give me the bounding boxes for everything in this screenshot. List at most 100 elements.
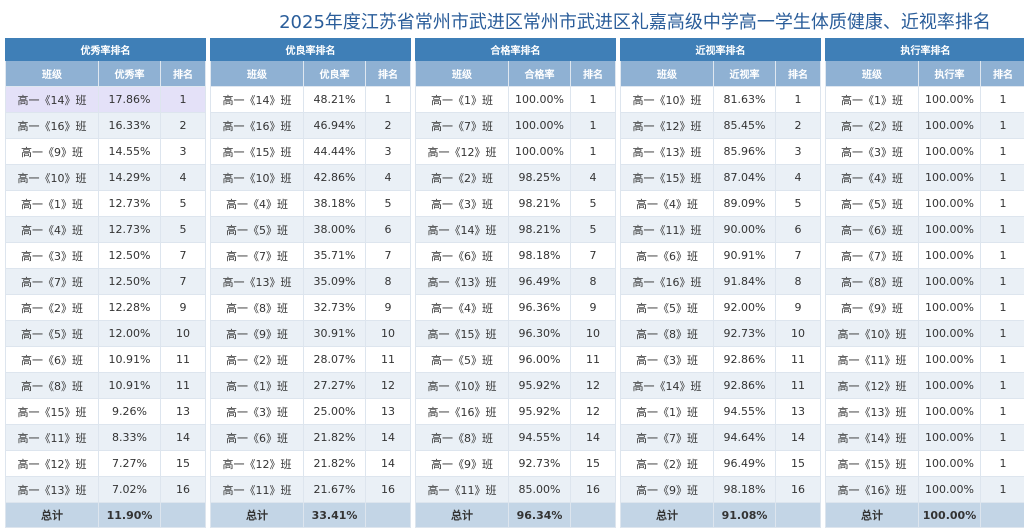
table-cell: 38.18% (303, 190, 366, 217)
table-cell: 1 (570, 112, 616, 139)
table-cell: 高一《13》班 (620, 138, 714, 165)
table-cell: 高一《8》班 (825, 268, 919, 295)
table-cell: 8.33% (98, 424, 161, 451)
table-cell: 92.73% (508, 450, 571, 477)
table-cell: 4 (775, 164, 821, 191)
table-cell: 98.25% (508, 164, 571, 191)
table-cell: 100.00% (508, 112, 571, 139)
column-header: 优良率 (303, 60, 366, 87)
table-row: 高一《1》班 27.27% 12 (210, 372, 411, 399)
table-cell: 12.73% (98, 216, 161, 243)
table-cell: 高一《3》班 (5, 242, 99, 269)
table-cell: 13 (160, 398, 206, 425)
table-cell: 高一《7》班 (210, 242, 304, 269)
table-cell: 92.73% (713, 320, 776, 347)
table-cell: 7 (570, 242, 616, 269)
table-cell: 高一《11》班 (210, 476, 304, 503)
table-cell: 32.73% (303, 294, 366, 321)
column-header: 排名 (980, 60, 1024, 87)
table-caption: 合格率排名 (415, 38, 616, 61)
table-row: 高一《14》班 92.86% 11 (620, 372, 821, 399)
table-cell: 100.00% (918, 164, 981, 191)
table-cell: 42.86% (303, 164, 366, 191)
table-cell: 高一《16》班 (5, 112, 99, 139)
table-cell: 15 (160, 450, 206, 477)
table-row: 高一《11》班 90.00% 6 (620, 216, 821, 243)
table-row: 高一《16》班 46.94% 2 (210, 112, 411, 139)
page-title: 2025年度江苏省常州市武进区常州市武进区礼嘉高级中学高一学生体质健康、近视率排… (279, 12, 991, 33)
table-cell: 12 (365, 372, 411, 399)
table-row: 高一《1》班 12.73% 5 (5, 190, 206, 217)
table-cell: 高一《16》班 (210, 112, 304, 139)
myopia-rate-table: 近视率排名 班级 近视率 排名 高一《10》班 81.63% 1 高一《12》班 85.45% 2… (620, 38, 821, 528)
table-cell: 48.21% (303, 86, 366, 113)
table-row: 高一《8》班 94.55% 14 (415, 424, 616, 451)
table-cell: 16 (365, 476, 411, 503)
table-cell: 5 (160, 216, 206, 243)
table-cell: 100.00% (918, 216, 981, 243)
table-cell: 7 (160, 242, 206, 269)
table-cell: 高一《15》班 (825, 450, 919, 477)
table-cell: 25.00% (303, 398, 366, 425)
column-header: 班级 (5, 60, 99, 87)
total-row: 总计 91.08% (620, 502, 821, 528)
table-cell: 14 (775, 424, 821, 451)
table-cell: 7 (775, 242, 821, 269)
table-cell: 14 (160, 424, 206, 451)
total-cell: 96.34% (508, 502, 571, 528)
total-cell: 总计 (825, 502, 919, 528)
table-row: 高一《2》班 96.49% 15 (620, 450, 821, 477)
table-cell: 10 (775, 320, 821, 347)
table-cell: 高一《2》班 (210, 346, 304, 373)
table-cell: 38.00% (303, 216, 366, 243)
table-cell: 11 (160, 372, 206, 399)
excellent-rate-table: 优秀率排名 班级 优秀率 排名 高一《14》班 17.86% 1 高一《16》班 16.33% 2… (5, 38, 206, 528)
table-cell: 高一《16》班 (415, 398, 509, 425)
table-row: 高一《8》班 100.00% 1 (825, 268, 1024, 295)
table-cell: 高一《12》班 (5, 450, 99, 477)
table-cell: 8 (365, 268, 411, 295)
table-cell: 高一《12》班 (210, 450, 304, 477)
table-row: 高一《14》班 98.21% 5 (415, 216, 616, 243)
good-rate-table: 优良率排名 班级 优良率 排名 高一《14》班 48.21% 1 高一《16》班 46.94% 2… (210, 38, 411, 528)
table-cell: 高一《6》班 (210, 424, 304, 451)
table-cell: 100.00% (918, 476, 981, 503)
column-header: 班级 (210, 60, 304, 87)
table-row: 高一《6》班 90.91% 7 (620, 242, 821, 269)
table-cell: 高一《3》班 (825, 138, 919, 165)
table-cell: 14 (365, 424, 411, 451)
table-cell: 100.00% (918, 424, 981, 451)
table-row: 高一《6》班 10.91% 11 (5, 346, 206, 373)
table-cell: 高一《10》班 (415, 372, 509, 399)
table-cell: 81.63% (713, 86, 776, 113)
total-cell: 总计 (5, 502, 99, 528)
table-row: 高一《7》班 94.64% 14 (620, 424, 821, 451)
table-cell: 98.21% (508, 216, 571, 243)
table-cell: 95.92% (508, 372, 571, 399)
table-cell: 8 (570, 268, 616, 295)
table-row: 高一《3》班 98.21% 5 (415, 190, 616, 217)
table-cell: 9 (365, 294, 411, 321)
table-cell: 高一《6》班 (5, 346, 99, 373)
table-row: 高一《4》班 12.73% 5 (5, 216, 206, 243)
table-cell: 96.30% (508, 320, 571, 347)
table-cell: 5 (160, 190, 206, 217)
table-cell: 12 (570, 398, 616, 425)
table-cell: 高一《11》班 (825, 346, 919, 373)
table-cell: 11 (160, 346, 206, 373)
table-cell: 高一《15》班 (210, 138, 304, 165)
table-row: 高一《15》班 9.26% 13 (5, 398, 206, 425)
table-cell: 高一《12》班 (620, 112, 714, 139)
table-row: 高一《11》班 8.33% 14 (5, 424, 206, 451)
table-cell: 高一《3》班 (415, 190, 509, 217)
table-cell: 高一《4》班 (210, 190, 304, 217)
table-row: 高一《15》班 87.04% 4 (620, 164, 821, 191)
table-cell: 13 (365, 398, 411, 425)
table-cell: 高一《10》班 (210, 164, 304, 191)
table-caption: 执行率排名 (825, 38, 1024, 61)
table-row: 高一《5》班 92.00% 9 (620, 294, 821, 321)
table-row: 高一《15》班 100.00% 1 (825, 450, 1024, 477)
table-row: 高一《9》班 92.73% 15 (415, 450, 616, 477)
table-row: 高一《9》班 100.00% 1 (825, 294, 1024, 321)
table-cell: 1 (980, 476, 1024, 503)
